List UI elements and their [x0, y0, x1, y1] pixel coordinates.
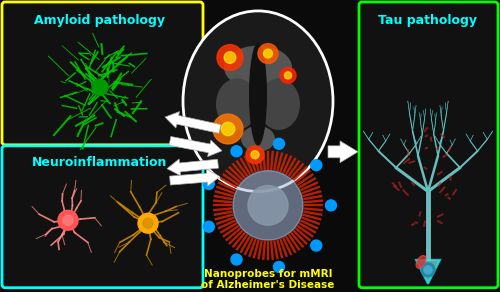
Ellipse shape	[258, 78, 300, 130]
Circle shape	[311, 160, 322, 171]
Circle shape	[63, 215, 73, 225]
Circle shape	[231, 254, 242, 265]
Circle shape	[284, 72, 292, 79]
Circle shape	[264, 49, 272, 58]
Circle shape	[224, 52, 236, 63]
Ellipse shape	[249, 43, 267, 146]
Circle shape	[251, 151, 259, 159]
Ellipse shape	[241, 126, 275, 152]
Ellipse shape	[183, 11, 333, 192]
Circle shape	[92, 79, 108, 95]
Circle shape	[231, 146, 242, 157]
Circle shape	[204, 221, 214, 232]
Circle shape	[274, 261, 284, 272]
Circle shape	[204, 178, 214, 190]
Circle shape	[274, 138, 284, 149]
Circle shape	[233, 171, 303, 240]
Circle shape	[143, 218, 153, 228]
Text: Nanoprobes for mMRI: Nanoprobes for mMRI	[204, 269, 332, 279]
Circle shape	[258, 44, 278, 63]
FancyArrow shape	[169, 136, 222, 157]
Circle shape	[326, 200, 336, 211]
Circle shape	[58, 210, 78, 230]
Ellipse shape	[416, 256, 426, 268]
FancyBboxPatch shape	[359, 2, 498, 288]
Text: Neuroinflammation: Neuroinflammation	[32, 156, 168, 169]
Circle shape	[246, 146, 264, 164]
Circle shape	[217, 45, 243, 70]
FancyBboxPatch shape	[2, 2, 203, 145]
Circle shape	[421, 263, 435, 277]
FancyArrow shape	[165, 112, 221, 133]
Circle shape	[221, 122, 235, 136]
Circle shape	[138, 213, 158, 233]
Circle shape	[213, 114, 243, 144]
Circle shape	[311, 240, 322, 251]
Text: of Alzheimer's Disease: of Alzheimer's Disease	[202, 280, 334, 290]
FancyArrow shape	[170, 169, 220, 186]
FancyBboxPatch shape	[2, 146, 203, 288]
Ellipse shape	[224, 46, 292, 89]
Polygon shape	[416, 260, 440, 284]
FancyArrow shape	[167, 159, 218, 176]
Text: Tau pathology: Tau pathology	[378, 14, 478, 27]
Circle shape	[424, 266, 432, 274]
Circle shape	[248, 185, 288, 225]
Text: Amyloid pathology: Amyloid pathology	[34, 14, 166, 27]
FancyArrow shape	[328, 141, 358, 163]
Circle shape	[280, 67, 296, 83]
Ellipse shape	[216, 78, 258, 130]
